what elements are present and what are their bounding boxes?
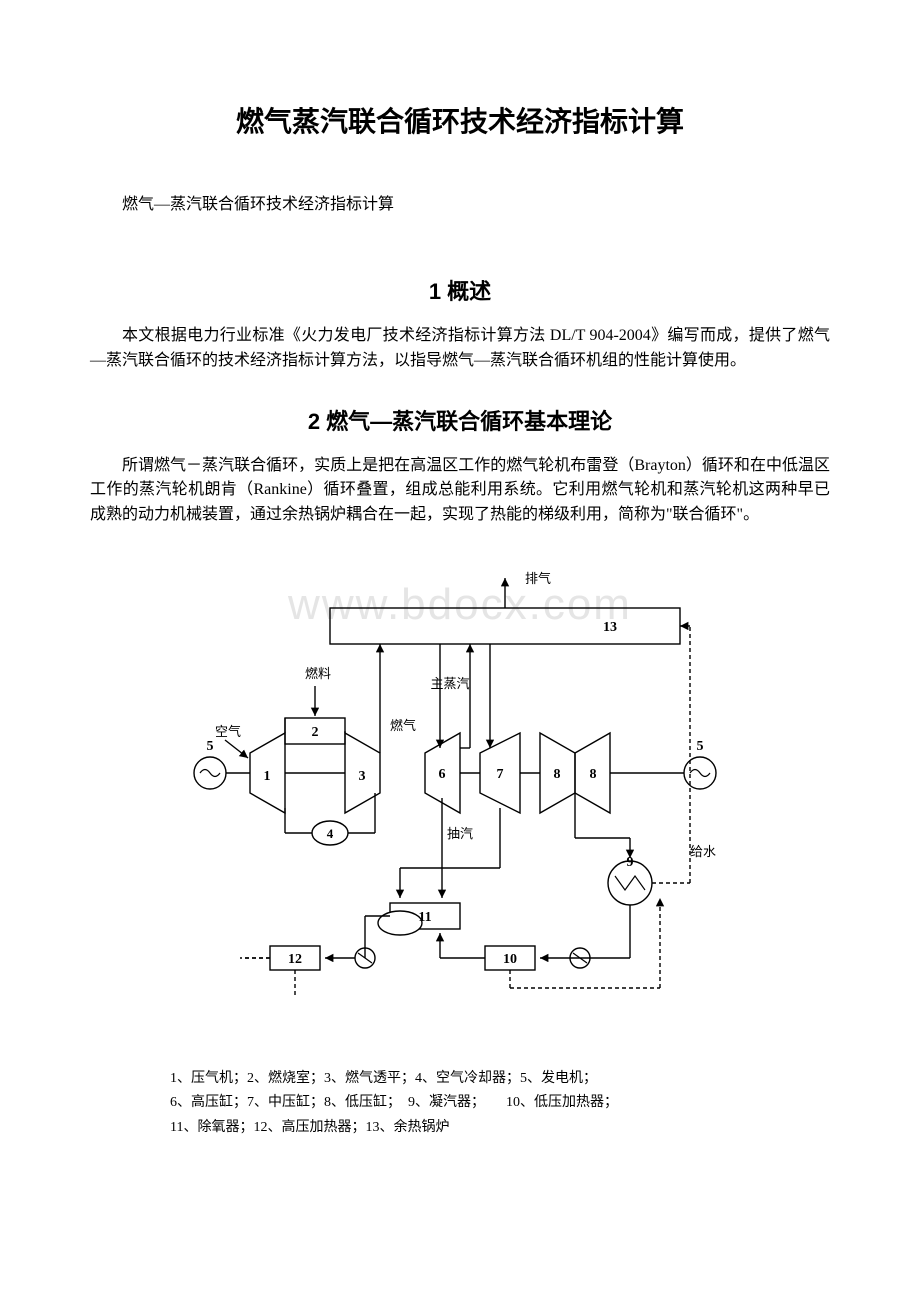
svg-text:燃气: 燃气 <box>390 718 416 733</box>
svg-text:2: 2 <box>312 725 319 740</box>
svg-text:5: 5 <box>207 739 214 754</box>
svg-text:给水: 给水 <box>690 844 716 859</box>
combined-cycle-diagram: 13 排气 燃料 2 空气 1 3 5 燃气 4 主蒸汽 6 7 <box>180 558 740 1038</box>
svg-text:抽汽: 抽汽 <box>447 826 473 841</box>
legend-line-2: 6、高压缸；7、中压缸；8、低压缸； 9、凝汽器； 10、低压加热器； <box>170 1092 830 1114</box>
section-2-body: 所谓燃气－蒸汽联合循环，实质上是把在高温区工作的燃气轮机布雷登（Brayton）… <box>90 454 830 528</box>
svg-text:9: 9 <box>627 855 634 870</box>
svg-text:13: 13 <box>603 620 617 635</box>
svg-text:8: 8 <box>590 767 597 782</box>
subtitle-text: 燃气—蒸汽联合循环技术经济指标计算 <box>90 190 830 214</box>
legend-line-1: 1、压气机；2、燃烧室；3、燃气透平；4、空气冷却器；5、发电机； <box>170 1068 830 1090</box>
svg-text:7: 7 <box>497 767 504 782</box>
svg-text:5: 5 <box>697 739 704 754</box>
svg-text:燃料: 燃料 <box>305 666 331 681</box>
svg-text:3: 3 <box>359 769 366 784</box>
diagram-legend: 1、压气机；2、燃烧室；3、燃气透平；4、空气冷却器；5、发电机； 6、高压缸；… <box>170 1068 830 1139</box>
svg-text:8: 8 <box>554 767 561 782</box>
svg-text:空气: 空气 <box>215 724 241 739</box>
svg-text:4: 4 <box>327 826 334 841</box>
svg-text:10: 10 <box>503 952 517 967</box>
svg-text:排气: 排气 <box>525 571 551 586</box>
svg-text:11: 11 <box>418 910 431 925</box>
svg-text:1: 1 <box>264 769 271 784</box>
page-title: 燃气蒸汽联合循环技术经济指标计算 <box>90 100 830 140</box>
svg-text:6: 6 <box>439 767 446 782</box>
legend-line-3: 11、除氧器；12、高压加热器；13、余热锅炉 <box>170 1117 830 1139</box>
svg-text:12: 12 <box>288 952 302 967</box>
section-1-body: 本文根据电力行业标准《火力发电厂技术经济指标计算方法 DL/T 904-2004… <box>90 324 830 374</box>
svg-text:主蒸汽: 主蒸汽 <box>430 676 469 691</box>
section-2-heading: 2 燃气—蒸汽联合循环基本理论 <box>90 404 830 436</box>
section-1-heading: 1 概述 <box>90 274 830 306</box>
